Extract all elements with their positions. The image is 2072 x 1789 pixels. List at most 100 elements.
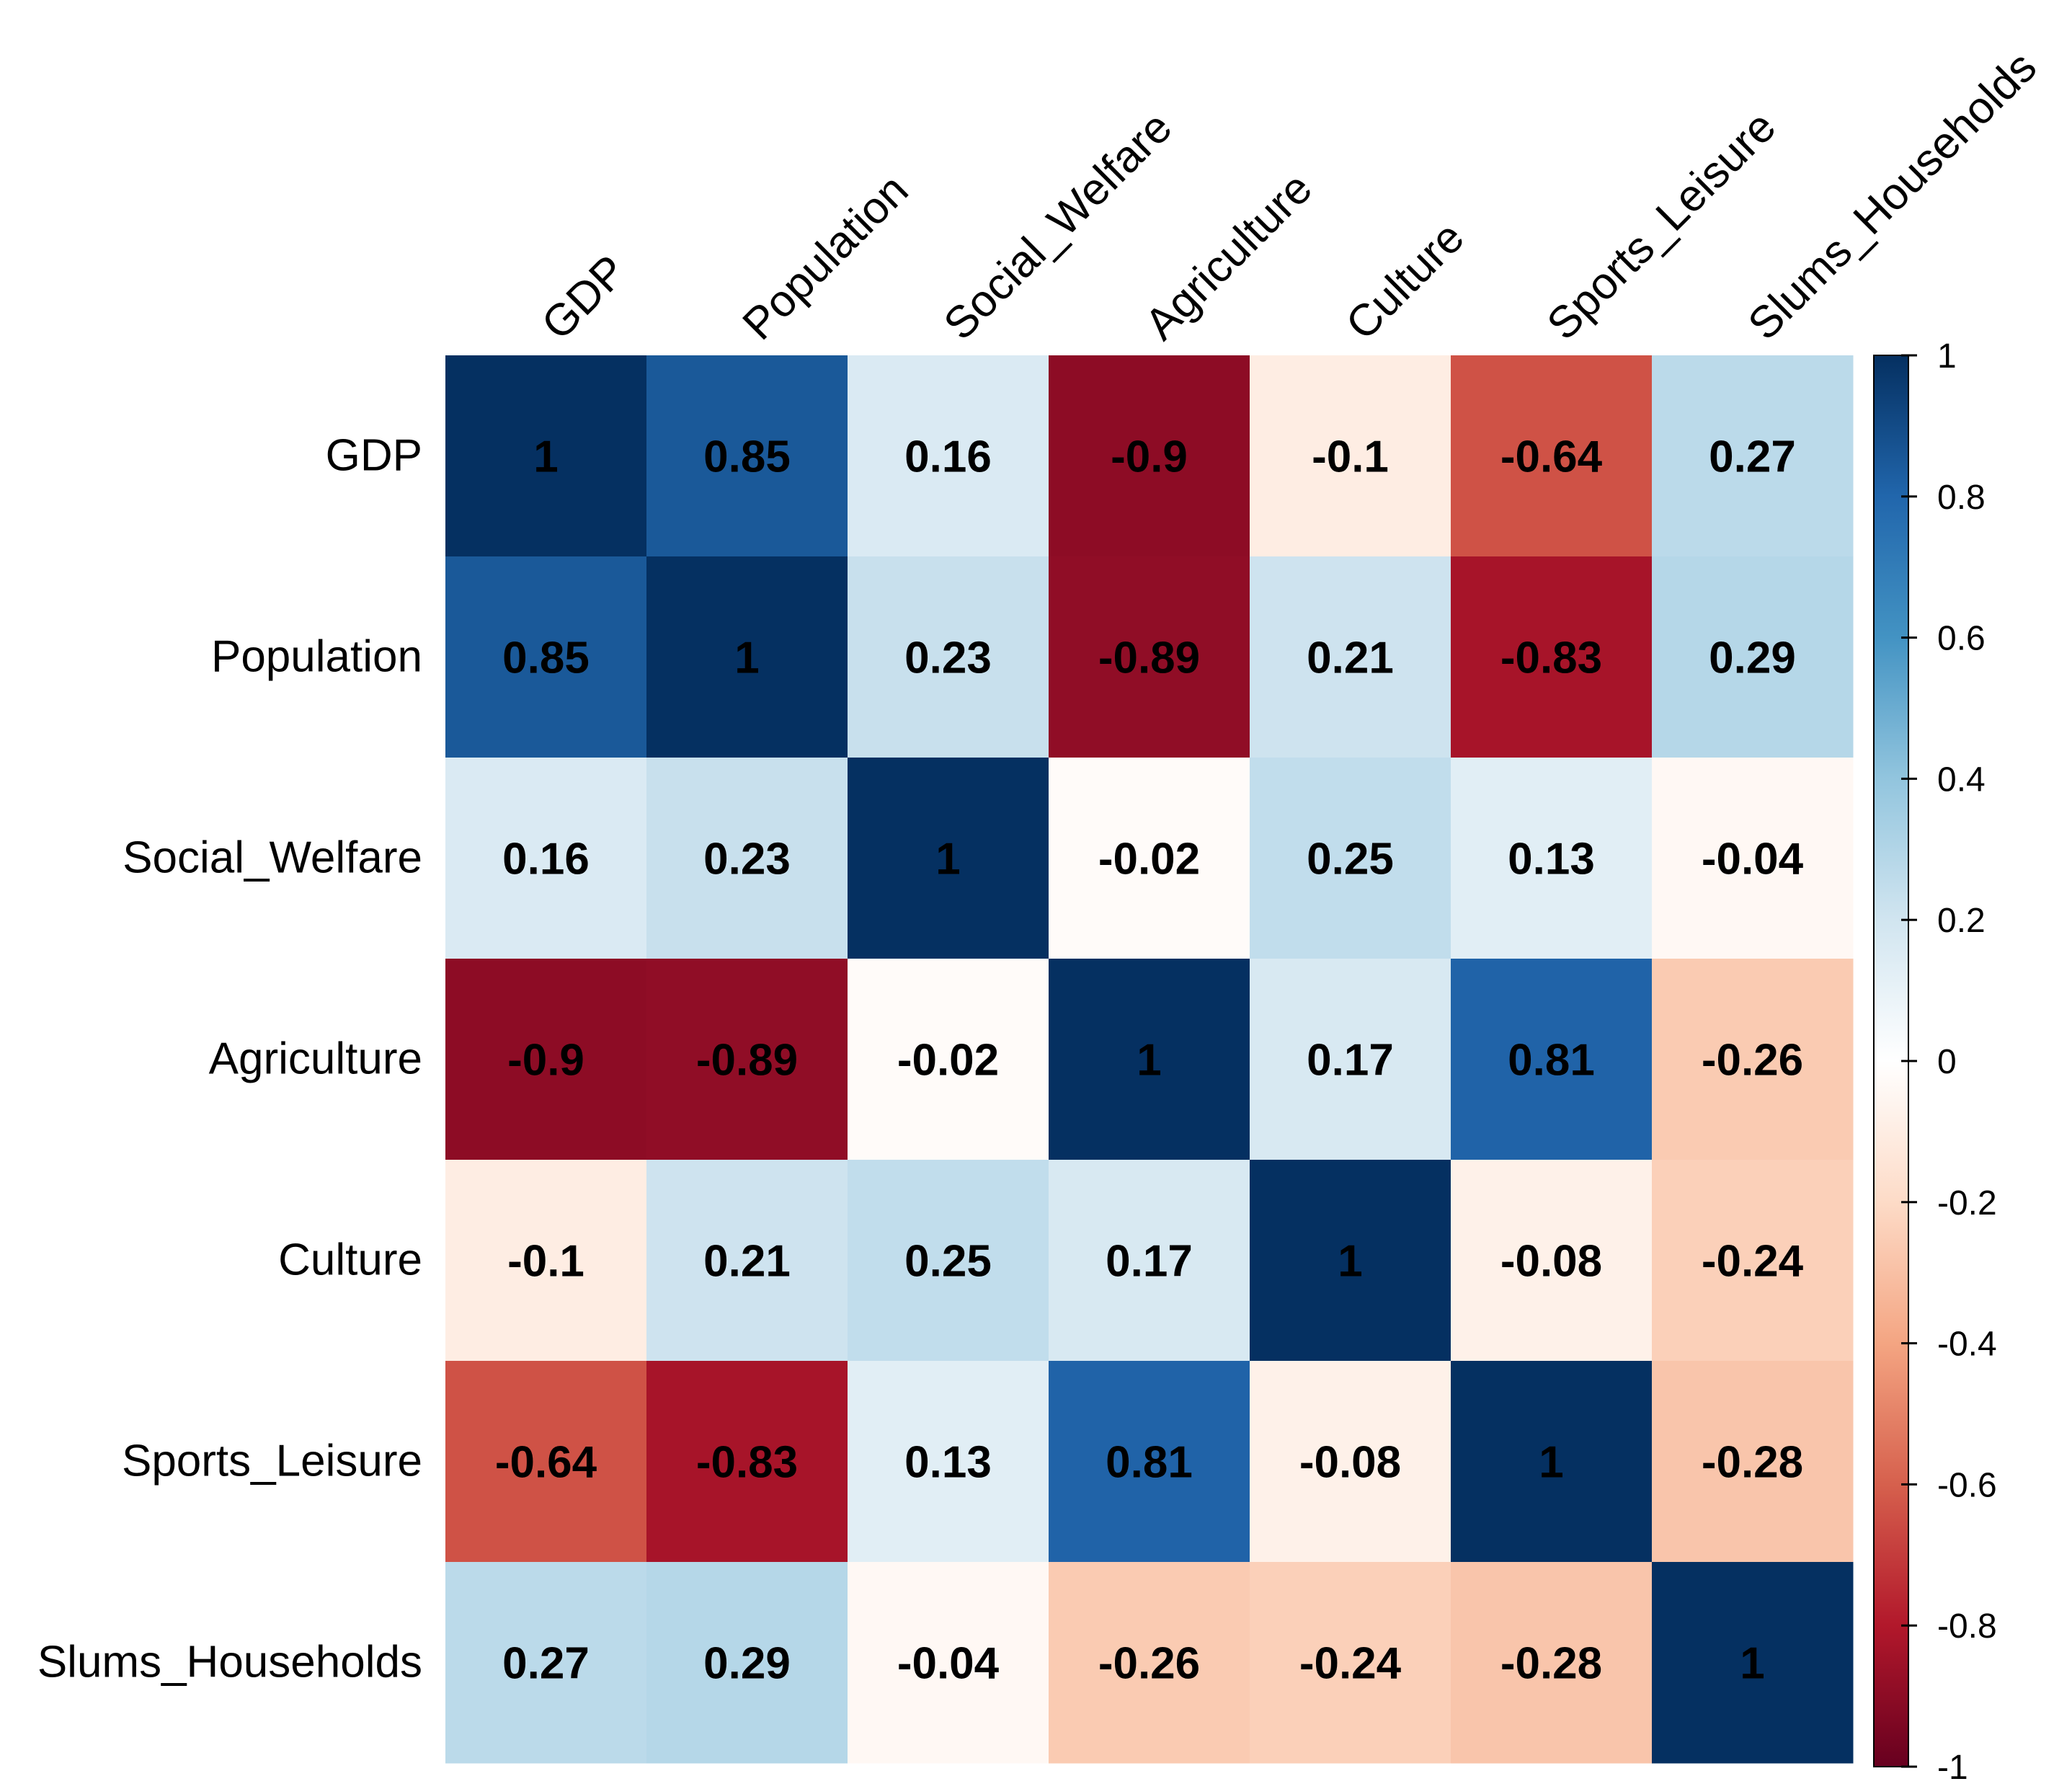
cell-value-slums-households-population: 0.29 [703, 1639, 791, 1689]
colorbar-ticks: 1 0.8 0.6 0.4 0.2 0 -0.2 -0.4 -0.6 -0.8 -1 [1901, 337, 1997, 1787]
cell-value-agriculture-agriculture: 1 [1137, 1036, 1161, 1086]
cell-social-welfare-social-welfare [848, 758, 1049, 959]
cell-value-population-culture: 0.21 [1307, 634, 1394, 683]
cell-value-culture-social-welfare: 0.25 [904, 1237, 992, 1287]
colorbar-tick-label: 1 [1937, 337, 1957, 376]
cell-social-welfare-sports-leisure [1451, 758, 1653, 959]
cell-gdp-culture [1250, 355, 1451, 557]
cell-value-slums-households-culture: -0.24 [1299, 1639, 1402, 1689]
cell-value-culture-sports-leisure: -0.08 [1500, 1237, 1602, 1287]
cell-slums-households-population [646, 1562, 848, 1764]
row-label-slums-households: Slums_Households [37, 1638, 422, 1687]
cell-value-slums-households-sports-leisure: -0.28 [1500, 1639, 1602, 1689]
cell-slums-households-slums-households [1652, 1562, 1854, 1764]
cell-sports-leisure-gdp [445, 1361, 647, 1563]
colorbar-tick-label: 0 [1937, 1043, 1957, 1081]
cell-sports-leisure-slums-households [1652, 1361, 1854, 1563]
cell-value-gdp-sports-leisure: -0.64 [1500, 432, 1603, 482]
cell-value-population-social-welfare: 0.23 [904, 634, 992, 683]
cell-agriculture-agriculture [1049, 959, 1250, 1160]
cell-value-gdp-population: 0.85 [703, 432, 791, 482]
cell-agriculture-culture [1250, 959, 1451, 1160]
heatmap-cells [445, 355, 1854, 1764]
cell-population-slums-households [1652, 556, 1854, 758]
row-label-gdp: GDP [326, 431, 422, 481]
cell-value-culture-agriculture: 0.17 [1106, 1237, 1193, 1287]
cell-value-gdp-agriculture: -0.9 [1111, 432, 1188, 482]
cell-value-population-population: 1 [734, 634, 759, 683]
cell-value-agriculture-slums-households: -0.26 [1702, 1036, 1803, 1086]
cell-value-sports-leisure-social-welfare: 0.13 [904, 1438, 992, 1488]
cell-value-social-welfare-slums-households: -0.04 [1702, 835, 1804, 884]
cell-sports-leisure-social-welfare [848, 1361, 1049, 1563]
cell-value-social-welfare-social-welfare: 1 [935, 835, 960, 884]
column-label-agriculture: Agriculture [1136, 164, 1322, 350]
cell-value-social-welfare-population: 0.23 [703, 835, 791, 884]
cell-population-culture [1250, 556, 1451, 758]
cell-gdp-population [646, 355, 848, 557]
cell-value-sports-leisure-culture: -0.08 [1299, 1438, 1401, 1488]
cell-social-welfare-slums-households [1652, 758, 1854, 959]
colorbar-tick-label: -0.8 [1937, 1607, 1997, 1646]
cell-slums-households-sports-leisure [1451, 1562, 1653, 1764]
cell-social-welfare-gdp [445, 758, 647, 959]
cell-value-population-agriculture: -0.89 [1098, 634, 1200, 683]
cell-value-slums-households-agriculture: -0.26 [1098, 1639, 1200, 1689]
cell-gdp-social-welfare [848, 355, 1049, 557]
cell-agriculture-gdp [445, 959, 647, 1160]
cell-sports-leisure-agriculture [1049, 1361, 1250, 1563]
cell-slums-households-social-welfare [848, 1562, 1049, 1764]
cell-value-culture-culture: 1 [1338, 1237, 1362, 1287]
colorbar-tick-label: -0.4 [1937, 1326, 1997, 1364]
cell-agriculture-social-welfare [848, 959, 1049, 1160]
cell-population-agriculture [1049, 556, 1250, 758]
cell-culture-slums-households [1652, 1160, 1854, 1362]
cell-culture-agriculture [1049, 1160, 1250, 1362]
row-label-sports-leisure: Sports_Leisure [122, 1437, 422, 1486]
cell-agriculture-population [646, 959, 848, 1160]
cell-value-sports-leisure-gdp: -0.64 [495, 1438, 597, 1488]
cell-culture-culture [1250, 1160, 1451, 1362]
cell-value-slums-households-social-welfare: -0.04 [897, 1639, 1000, 1689]
colorbar-tick-label: -0.2 [1937, 1184, 1997, 1222]
colorbar-tick-label: 0.8 [1937, 479, 1986, 517]
colorbar-tick-label: 0.4 [1937, 760, 1986, 799]
cell-value-sports-leisure-agriculture: 0.81 [1106, 1438, 1193, 1488]
row-labels: GDP Population Social_Welfare Agriculture Cu… [37, 431, 422, 1687]
cell-value-slums-households-gdp: 0.27 [502, 1639, 590, 1689]
column-label-population: Population [734, 165, 918, 350]
cell-value-population-sports-leisure: -0.83 [1500, 634, 1602, 683]
cell-value-slums-households-slums-households: 1 [1740, 1639, 1764, 1689]
cell-value-gdp-social-welfare: 0.16 [904, 432, 992, 482]
cell-sports-leisure-population [646, 1361, 848, 1563]
cell-culture-gdp [445, 1160, 647, 1362]
colorbar-legend: 1 0.8 0.6 0.4 0.2 0 -0.2 -0.4 -0.6 -0.8 -1 [1873, 337, 1997, 1787]
colorbar-tick-label: 0.6 [1937, 620, 1986, 658]
cell-value-gdp-gdp: 1 [533, 432, 558, 482]
column-label-culture: Culture [1337, 213, 1474, 350]
cell-culture-social-welfare [848, 1160, 1049, 1362]
cell-agriculture-sports-leisure [1451, 959, 1653, 1160]
cell-value-agriculture-gdp: -0.9 [507, 1036, 584, 1086]
cell-culture-population [646, 1160, 848, 1362]
column-label-slums-households: Slums_Households [1739, 42, 2047, 350]
cell-value-sports-leisure-slums-households: -0.28 [1702, 1438, 1803, 1488]
colorbar-tick-label: -0.6 [1937, 1466, 1997, 1504]
cell-value-population-gdp: 0.85 [502, 634, 590, 683]
row-label-culture: Culture [278, 1235, 422, 1285]
cell-gdp-sports-leisure [1451, 355, 1653, 557]
cell-value-culture-slums-households: -0.24 [1702, 1237, 1804, 1287]
column-label-gdp: GDP [533, 246, 636, 350]
cell-value-culture-gdp: -0.1 [507, 1237, 584, 1287]
cell-slums-households-culture [1250, 1562, 1451, 1764]
cell-sports-leisure-sports-leisure [1451, 1361, 1653, 1563]
cell-population-sports-leisure [1451, 556, 1653, 758]
cell-gdp-slums-households [1652, 355, 1854, 557]
cell-slums-households-agriculture [1049, 1562, 1250, 1764]
colorbar-tick-label: 0.2 [1937, 902, 1986, 940]
cell-value-social-welfare-agriculture: -0.02 [1098, 835, 1200, 884]
cell-value-social-welfare-sports-leisure: 0.13 [1508, 835, 1595, 884]
cell-sports-leisure-culture [1250, 1361, 1451, 1563]
row-label-population: Population [211, 632, 422, 682]
